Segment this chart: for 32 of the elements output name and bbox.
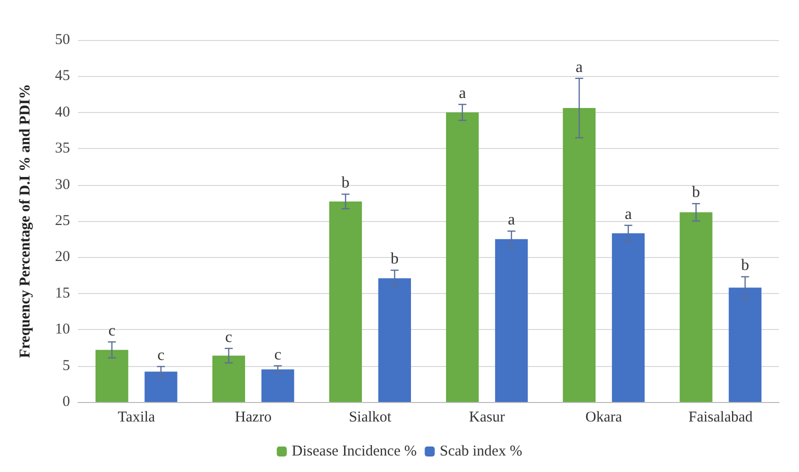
data-label: a [576, 58, 583, 76]
x-tick-label: Okara [585, 410, 622, 426]
y-tick-label: 40 [55, 104, 70, 120]
y-tick-label: 20 [55, 249, 70, 266]
data-label: c [157, 347, 165, 364]
data-label: c [274, 346, 282, 364]
y-tick-label: 50 [55, 32, 70, 48]
y-axis-title: Frequency Percentage of D.I % and PDI% [18, 84, 34, 358]
legend-label: Scab index % [440, 444, 522, 460]
data-label: c [108, 322, 116, 340]
y-tick-label: 10 [55, 322, 70, 338]
y-tick-label: 0 [62, 394, 70, 410]
data-label: b [342, 174, 350, 192]
y-tick-label: 15 [55, 285, 70, 302]
x-tick-label: Faisalabad [688, 410, 754, 426]
y-tick-label: 25 [55, 213, 70, 229]
data-label: a [624, 206, 632, 223]
y-tick-label: 30 [55, 176, 70, 193]
y-tick-label: 45 [55, 68, 70, 84]
data-label: c [225, 328, 232, 346]
x-tick-label: Hazro [234, 410, 272, 426]
x-tick-label: Taxila [118, 410, 156, 426]
data-label: b [390, 250, 399, 268]
x-tick-label: Sialkot [348, 410, 392, 426]
data-label: b [692, 184, 700, 202]
data-label: a [458, 84, 466, 102]
data-label: a [508, 212, 516, 229]
data-label: b [741, 257, 750, 274]
x-tick-label: Kasur [469, 410, 505, 426]
legend-label: Disease Incidence % [292, 444, 417, 460]
y-tick-label: 35 [55, 140, 70, 157]
y-tick-label: 5 [62, 358, 70, 374]
